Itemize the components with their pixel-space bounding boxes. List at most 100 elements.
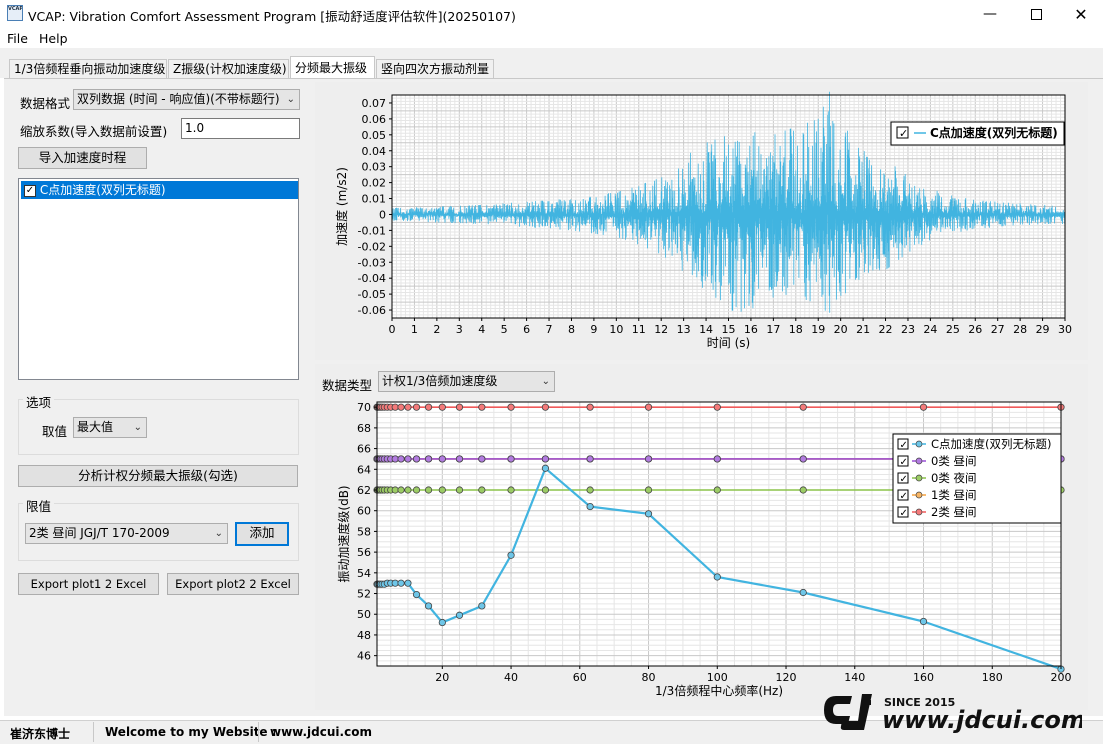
x-tick-label: 29 xyxy=(1036,323,1050,336)
x-tick-label: 12 xyxy=(654,323,668,336)
data-point xyxy=(438,618,446,627)
jdcui-logo: SINCE 2015 www.jdcui.com xyxy=(824,694,1082,734)
legend-checkbox[interactable] xyxy=(897,455,909,467)
check-icon: ✓ xyxy=(899,127,908,140)
y-tick-label: 48 xyxy=(357,629,371,642)
menu-help[interactable]: Help xyxy=(39,31,68,46)
data-point xyxy=(713,573,721,581)
x-axis-label: 1/3倍频程中心频率(Hz) xyxy=(655,683,783,698)
chevron-down-icon: ⌄ xyxy=(133,422,142,433)
export-plot1-button[interactable]: Export plot1 2 Excel xyxy=(18,573,159,595)
legend-label: 2类 昼间 xyxy=(931,505,976,519)
data-point xyxy=(541,455,550,463)
tab-octave-acceleration[interactable]: 1/3倍频程垂向振动加速度级 xyxy=(9,59,167,79)
data-point xyxy=(438,455,446,463)
x-tick-label: 0 xyxy=(389,323,396,336)
analyze-button[interactable]: 分析计权分频最大振级(勾选) xyxy=(18,465,298,487)
legend-marker xyxy=(915,491,923,499)
x-tick-label: 13 xyxy=(677,323,691,336)
spectrum-chart-area: 70 68 66 64 62 60 58 56 54 52 50 48 46 20 40 60 80 100 120… xyxy=(315,364,1088,710)
series-listbox[interactable]: ✓ C点加速度(双列无标题) xyxy=(18,178,299,380)
limit-select[interactable]: 2类 昼间 JGJ/T 170-2009 ⌄ xyxy=(25,523,228,544)
data-type-select[interactable]: 计权1/3倍频加速度级 ⌄ xyxy=(378,371,555,392)
tab-vibration-dose[interactable]: 竖向四次方振动剂量 xyxy=(376,59,494,79)
y-tick-label: 56 xyxy=(357,546,371,559)
export-plot2-button[interactable]: Export plot2 2 Excel xyxy=(167,573,299,595)
legend-checkbox[interactable] xyxy=(897,506,909,518)
menu-bar xyxy=(0,28,1103,48)
x-tick-label: 11 xyxy=(632,323,646,336)
time-history-chart[interactable]: 0.07 0.06 0.05 0.04 0.03 0.02 0.01 0 -0.01 -0.02 -… xyxy=(315,82,1088,360)
x-tick-label: 18 xyxy=(789,323,803,336)
data-point xyxy=(455,403,464,411)
list-item-checkbox[interactable]: ✓ xyxy=(24,184,36,197)
x-tick-label: 19 xyxy=(811,323,825,336)
y-tick-label: 70 xyxy=(357,401,371,414)
legend[interactable]: ✓ C点加速度(双列无标题) ✓ 0类 昼间 ✓ 0类 夜间 ✓ 1类 昼间 ✓ 2类 昼间 xyxy=(892,433,1062,524)
status-author: 崔济东博士 xyxy=(10,727,71,741)
data-point xyxy=(397,455,405,463)
data-point xyxy=(586,403,594,411)
data-point xyxy=(644,510,653,518)
status-website-link[interactable]: www.jdcui.com xyxy=(270,725,372,739)
tab-band-max-vibration[interactable]: 分频最大振级 xyxy=(290,56,375,80)
data-type-label: 数据类型 xyxy=(322,378,373,393)
x-tick-label: 10 xyxy=(609,323,623,336)
data-point xyxy=(424,486,433,494)
y-tick-label: -0.02 xyxy=(358,240,386,253)
scale-input[interactable]: 1.0 xyxy=(181,118,300,139)
y-tick-label: 52 xyxy=(357,588,371,601)
x-tick-label: 3 xyxy=(456,323,463,336)
maximize-button[interactable] xyxy=(1013,0,1059,28)
logo-since: SINCE 2015 xyxy=(884,696,955,709)
data-point xyxy=(478,486,486,494)
data-point xyxy=(586,502,594,511)
data-point xyxy=(397,579,405,587)
window-title: VCAP: Vibration Comfort Assessment Progr… xyxy=(28,9,516,24)
y-tick-label: 0.04 xyxy=(362,145,387,158)
data-point xyxy=(391,403,399,411)
y-tick-label: 0.07 xyxy=(362,97,387,110)
take-value-select[interactable]: 最大值 ⌄ xyxy=(73,417,147,438)
legend-label: 0类 昼间 xyxy=(931,454,976,468)
tab-z-vibration-level[interactable]: Z振级(计权加速度级) xyxy=(168,59,289,79)
x-tick-label: 60 xyxy=(573,671,587,684)
data-point xyxy=(507,455,515,463)
import-acceleration-button[interactable]: 导入加速度时程 xyxy=(18,147,147,169)
x-tick-label: 140 xyxy=(844,671,865,684)
y-tick-label: 0.06 xyxy=(362,113,387,126)
y-tick-label: 62 xyxy=(357,484,371,497)
data-type-select-value: 计权1/3倍频加速度级 xyxy=(382,374,498,388)
list-item[interactable]: ✓ C点加速度(双列无标题) xyxy=(21,181,298,199)
x-tick-label: 16 xyxy=(744,323,758,336)
legend[interactable]: ✓ C点加速度(双列无标题) xyxy=(890,121,1065,146)
data-point xyxy=(713,486,721,494)
data-point xyxy=(541,486,550,494)
y-axis-label: 加速度 (m/s2) xyxy=(334,167,349,246)
x-tick-label: 120 xyxy=(776,671,797,684)
format-select[interactable]: 双列数据 (时间 - 响应值)(不带标题行) ⌄ xyxy=(73,89,300,110)
legend-label: 0类 夜间 xyxy=(931,471,976,485)
format-select-value: 双列数据 (时间 - 响应值)(不带标题行) xyxy=(77,92,280,106)
status-separator xyxy=(258,722,259,742)
maximize-icon xyxy=(1030,8,1042,20)
legend-checkbox[interactable] xyxy=(896,126,909,139)
legend-checkbox[interactable] xyxy=(897,438,909,450)
x-tick-label: 26 xyxy=(968,323,982,336)
data-point xyxy=(507,551,515,559)
y-tick-label: 60 xyxy=(357,505,371,518)
add-limit-button[interactable]: 添加 xyxy=(235,522,289,546)
spectrum-chart[interactable]: 70 68 66 64 62 60 58 56 54 52 50 48 46 20 40 60 80 100 120… xyxy=(315,364,1088,710)
legend-checkbox[interactable] xyxy=(897,472,909,484)
x-tick-label: 20 xyxy=(834,323,848,336)
x-tick-label: 24 xyxy=(923,323,937,336)
y-tick-label: 54 xyxy=(357,567,371,580)
legend-checkbox[interactable] xyxy=(897,489,909,501)
plot-frame xyxy=(376,401,1062,667)
y-tick-label: 0.01 xyxy=(362,193,387,206)
menu-file[interactable]: File xyxy=(7,31,28,46)
data-point xyxy=(541,403,550,411)
close-button[interactable]: ✕ xyxy=(1058,0,1103,28)
x-tick-label: 17 xyxy=(766,323,780,336)
minimize-button[interactable]: — xyxy=(967,0,1013,28)
